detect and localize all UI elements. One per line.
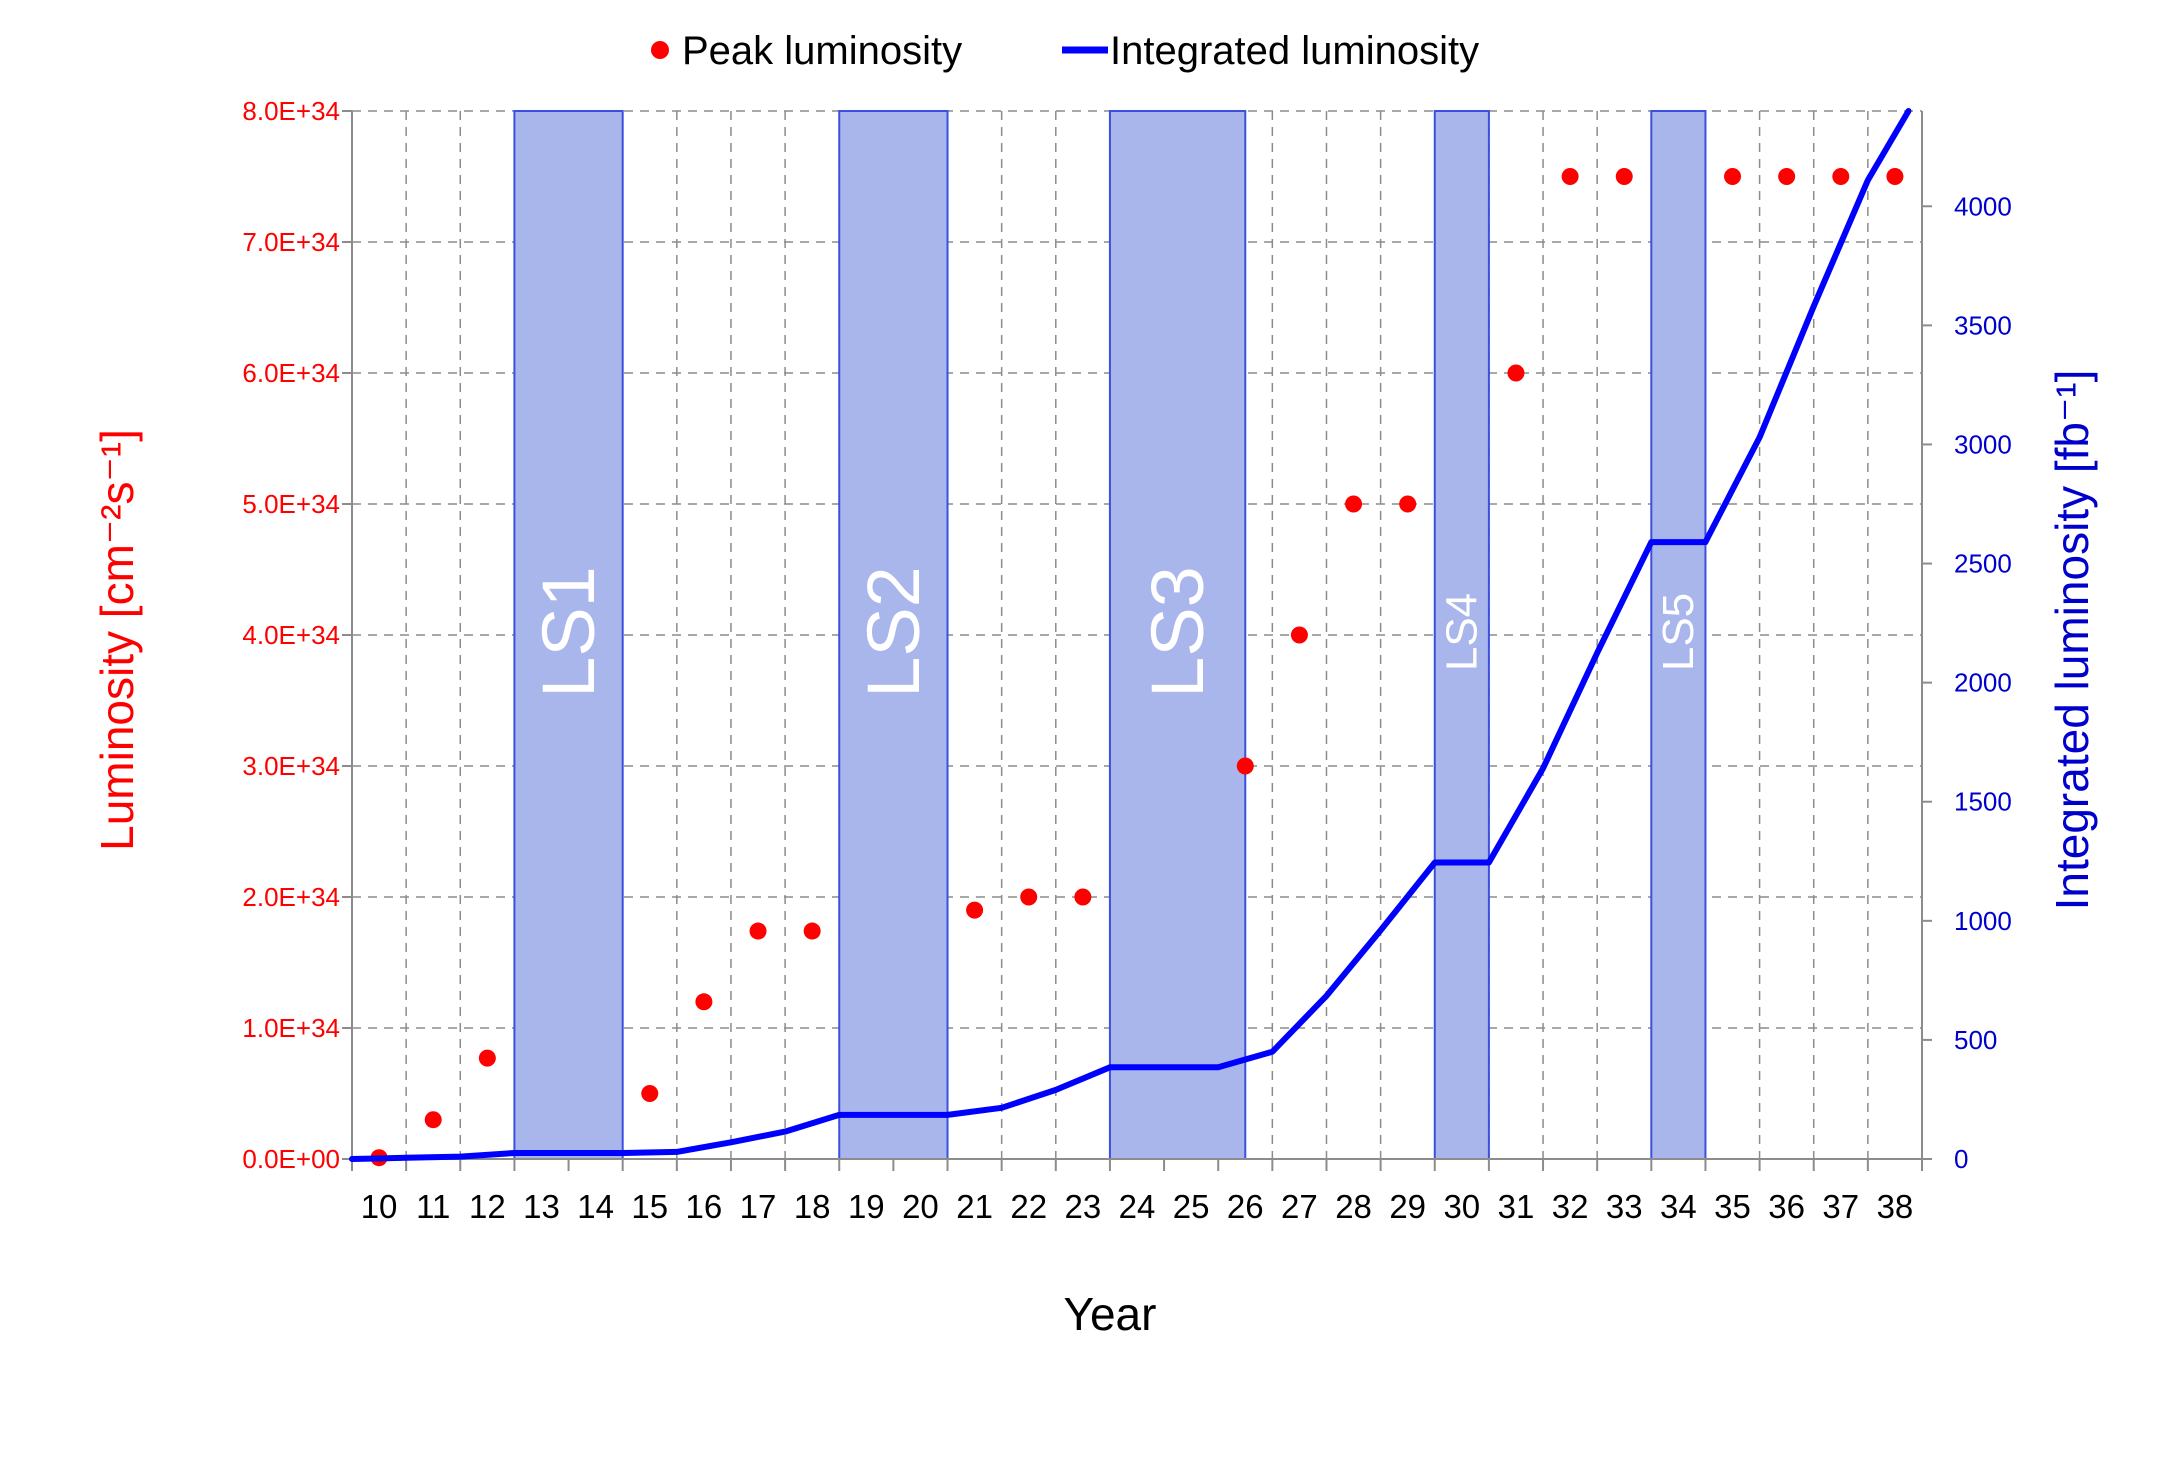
peak-luminosity-point xyxy=(749,922,767,940)
x-tick-label: 10 xyxy=(361,1188,398,1225)
peak-luminosity-point xyxy=(1561,168,1579,185)
peak-luminosity-point xyxy=(1886,168,1904,185)
x-axis-title: Year xyxy=(1064,1288,1157,1340)
y-tick-label: 4.0E+34 xyxy=(242,620,340,650)
x-tick-label: 38 xyxy=(1877,1188,1914,1225)
peak-luminosity-point xyxy=(966,901,984,919)
x-tick-label: 31 xyxy=(1498,1188,1535,1225)
peak-luminosity-point xyxy=(803,922,821,940)
axes-layer: 0.0E+00 1.0E+34 2.0E+34 3.0E+34 4.0E+34 5.0E+… xyxy=(242,96,2011,1225)
peak-luminosity-point xyxy=(1832,168,1850,185)
x-tick-label: 22 xyxy=(1010,1188,1047,1225)
shaded-region-label: LS2 xyxy=(852,566,935,698)
y-tick-label: 2.0E+34 xyxy=(242,882,340,912)
y2-tick-label: 2000 xyxy=(1954,668,2012,698)
shaded-region-label: LS5 xyxy=(1654,593,1703,671)
x-tick-label: 25 xyxy=(1173,1188,1210,1225)
peak-luminosity-point xyxy=(695,993,713,1011)
x-tick-label: 26 xyxy=(1227,1188,1264,1225)
y-tick-label: 8.0E+34 xyxy=(242,96,340,126)
y2-axis-title: Integrated luminosity [fb⁻¹] xyxy=(2046,370,2098,911)
x-tick-label: 33 xyxy=(1606,1188,1643,1225)
shaded-region-ls1 xyxy=(513,110,624,1160)
x-tick-label: 27 xyxy=(1281,1188,1318,1225)
x-tick-label: 21 xyxy=(956,1188,993,1225)
shaded-region-ls2 xyxy=(838,110,949,1160)
x-tick-label: 16 xyxy=(686,1188,723,1225)
peak-luminosity-point xyxy=(1615,168,1633,185)
y2-tick-label: 1000 xyxy=(1954,906,2012,936)
x-tick-label: 12 xyxy=(469,1188,506,1225)
y-tick-label: 7.0E+34 xyxy=(242,227,340,257)
y-tick-label: 1.0E+34 xyxy=(242,1013,340,1043)
y2-tick-label: 3000 xyxy=(1954,429,2012,459)
x-tick-label: 18 xyxy=(794,1188,831,1225)
x-tick-label: 36 xyxy=(1768,1188,1805,1225)
shaded-region-label: LS1 xyxy=(527,566,610,698)
x-tick-label: 35 xyxy=(1714,1188,1751,1225)
y2-tick-label: 500 xyxy=(1954,1025,1997,1055)
x-tick-label: 11 xyxy=(416,1188,450,1225)
x-tick-label: 20 xyxy=(902,1188,939,1225)
peak-luminosity-point xyxy=(1020,888,1038,906)
shaded-region-label: LS3 xyxy=(1136,566,1219,698)
legend-label-integrated: Integrated luminosity xyxy=(1110,29,1479,73)
y-tick-label: 3.0E+34 xyxy=(242,751,340,781)
y-tick-label: 5.0E+34 xyxy=(242,489,340,519)
y-axis-title: Luminosity [cm⁻²s⁻¹] xyxy=(91,429,143,851)
shaded-region-label: LS4 xyxy=(1437,593,1486,671)
x-tick-label: 15 xyxy=(631,1188,668,1225)
shaded-region-ls4 xyxy=(1433,110,1490,1160)
x-tick-label: 24 xyxy=(1119,1188,1156,1225)
legend-marker-peak xyxy=(651,41,669,59)
x-tick-label: 14 xyxy=(577,1188,614,1225)
x-tick-label: 37 xyxy=(1822,1188,1859,1225)
shaded-regions-layer: LS1 LS2 LS3 LS4 LS5 xyxy=(513,110,1707,1160)
peak-luminosity-point xyxy=(1290,626,1308,644)
integrated-luminosity-line xyxy=(349,108,1912,1162)
x-tick-label: 32 xyxy=(1552,1188,1589,1225)
peak-luminosity-point xyxy=(478,1049,496,1067)
peak-luminosity-point xyxy=(1236,757,1254,775)
legend-label-peak: Peak luminosity xyxy=(682,29,962,73)
series-layer xyxy=(349,108,1912,1167)
peak-luminosity-point xyxy=(1778,168,1796,185)
y-tick-label: 6.0E+34 xyxy=(242,358,340,388)
x-tick-label: 34 xyxy=(1660,1188,1697,1225)
x-tick-label: 13 xyxy=(523,1188,560,1225)
peak-luminosity-point xyxy=(1507,364,1525,382)
legend: Peak luminosity Integrated luminosity xyxy=(651,29,1479,73)
x-tick-label: 28 xyxy=(1335,1188,1372,1225)
peak-luminosity-point xyxy=(1074,888,1092,906)
peak-luminosity-point xyxy=(1345,495,1363,513)
x-tick-label: 17 xyxy=(740,1188,777,1225)
x-tick-label: 23 xyxy=(1065,1188,1102,1225)
x-tick-label: 30 xyxy=(1443,1188,1480,1225)
y2-tick-label: 4000 xyxy=(1954,191,2012,221)
y2-tick-label: 1500 xyxy=(1954,787,2012,817)
peak-luminosity-point xyxy=(641,1085,659,1102)
shaded-region-ls3 xyxy=(1108,110,1247,1160)
x-tick-label: 19 xyxy=(848,1188,885,1225)
y2-tick-label: 0 xyxy=(1954,1144,1968,1174)
y-tick-label: 0.0E+00 xyxy=(242,1144,340,1174)
y2-tick-label: 3500 xyxy=(1954,310,2012,340)
x-tick-label: 29 xyxy=(1389,1188,1426,1225)
y2-tick-label: 2500 xyxy=(1954,549,2012,579)
peak-luminosity-point xyxy=(424,1111,442,1129)
peak-luminosity-point xyxy=(1399,495,1417,513)
peak-luminosity-point xyxy=(1724,168,1742,185)
